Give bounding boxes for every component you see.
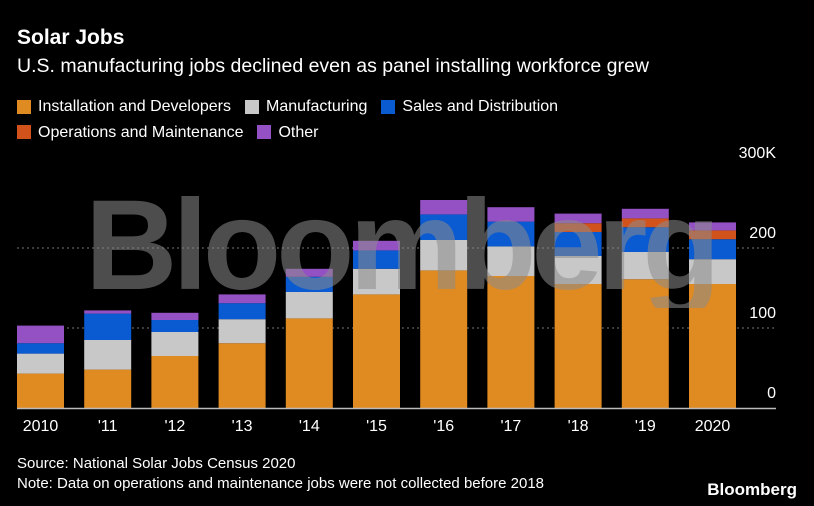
chart-title: Solar Jobs [17,26,125,49]
bar-segment [17,343,64,354]
legend-swatch [17,125,31,139]
legend-item: Installation and Developers [17,95,231,118]
legend-label: Installation and Developers [38,98,232,115]
bar-segment [17,353,64,374]
y-tick-label: 200 [749,225,776,242]
x-tick-label: '15 [366,418,387,435]
x-tick-label: '19 [635,418,656,435]
legend-item: Manufacturing [245,95,367,118]
bar-segment [218,294,266,304]
legend-label: Manufacturing [266,98,368,115]
y-tick-label: 300K [739,145,777,162]
bar-segment [151,312,199,320]
bar-segment [218,303,266,320]
bar-segment [554,223,602,232]
bar-segment [621,208,669,219]
legend-swatch [245,99,260,114]
y-tick-label: 100 [749,305,776,322]
bar-segment [285,292,333,319]
bar-segment [285,318,333,408]
x-tick-label: '18 [568,418,589,435]
bar-segment [487,246,535,276]
bar-segment [17,325,64,344]
bar-segment [84,340,132,370]
bar-segment [621,227,669,252]
bar-segment [689,284,736,408]
legend-item: Sales and Distribution [381,95,558,118]
legend-label: Operations and Maintenance [38,123,244,141]
bar-segment [554,213,602,224]
bar-segment [84,369,132,408]
x-tick-label: 2020 [695,418,731,435]
bar-segment [487,207,535,222]
x-tick-label: '17 [500,418,521,435]
bar-segment [151,356,199,408]
bar-segment [420,240,468,271]
bar-segment [689,230,736,240]
legend: Installation and Developers Manufacturing… [17,95,717,146]
x-tick-label: '13 [232,418,253,435]
bar-segment [554,284,602,408]
x-tick-label: '12 [164,418,185,435]
bar-segment [689,259,736,284]
bar-segment [17,373,64,408]
bar-segment [554,256,602,284]
bar-segment [218,343,266,408]
bar-segment [151,332,199,356]
x-tick-label: '11 [98,418,118,435]
bar-segment [420,214,468,240]
bar-segment [353,250,400,269]
legend-swatch [381,99,396,114]
x-tick-label: '14 [299,418,320,435]
bar-segment [285,276,333,292]
bar-segment [353,294,400,408]
legend-swatch [17,99,31,114]
bar-segment [689,239,736,260]
bar-segment [487,276,535,408]
legend-label: Sales and Distribution [402,98,559,115]
bar-segment [285,268,333,277]
bar-segment [353,240,400,251]
y-tick-label: 0 [767,385,776,402]
bar-segment [420,200,468,215]
bar-segment [84,310,132,314]
footnote: Note: Data on operations and maintenance… [17,475,545,492]
bar-segment [621,279,669,408]
bar-segment [487,221,535,247]
bar-segment [84,313,132,340]
source-note: Source: National Solar Jobs Census 2020 [17,455,296,472]
legend-item: Operations and Maintenance [17,121,243,144]
bar-segment [353,268,400,295]
brand-logo: Bloomberg [707,480,797,499]
legend-label: Other [278,123,319,141]
bar-segment [151,320,199,332]
x-tick-label: 2010 [23,418,59,435]
legend-swatch [257,125,272,139]
bar-segment [554,232,602,256]
bar-segment [420,270,468,408]
bar-segment [621,252,669,280]
bar-segment [218,319,266,344]
legend-item: Other [257,121,318,144]
chart-subtitle: U.S. manufacturing jobs declined even as… [17,55,649,77]
bar-segment [689,222,736,231]
x-tick-label: '16 [433,418,454,435]
bar-segment [621,218,669,228]
